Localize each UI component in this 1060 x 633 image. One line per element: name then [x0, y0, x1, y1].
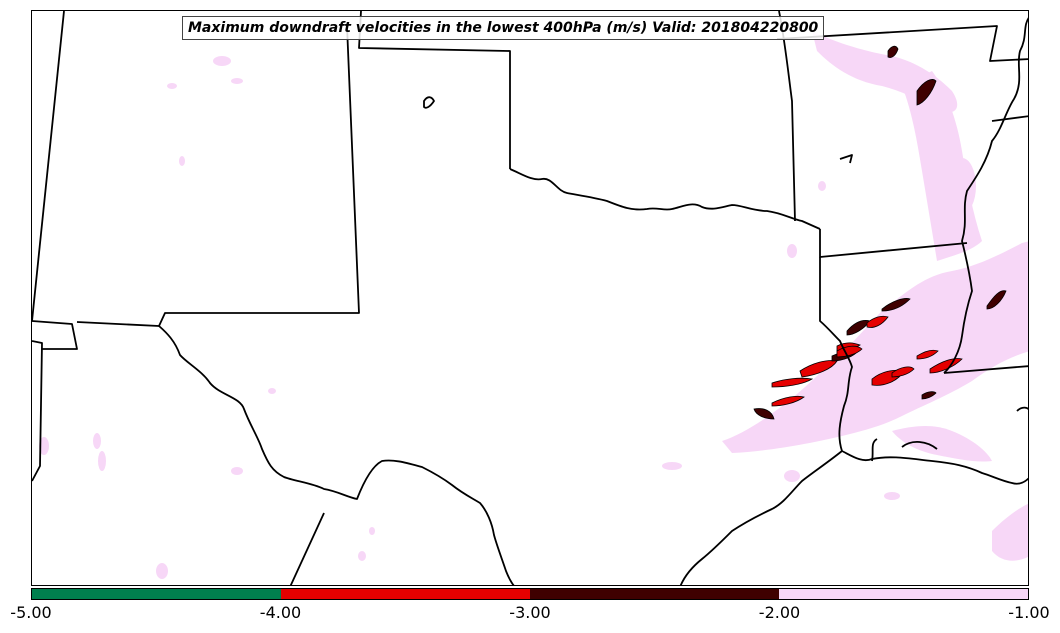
boundary-line	[901, 441, 938, 450]
boundary-line	[776, 25, 1028, 62]
pink-spot	[358, 551, 366, 561]
pink-spot	[39, 437, 49, 455]
colorbar-bin	[530, 589, 779, 599]
downdraft-cell	[916, 79, 937, 106]
boundary-line	[32, 320, 78, 350]
downdraft-cell	[929, 358, 963, 374]
downdraft-cell	[891, 366, 915, 378]
pink-spot	[213, 56, 231, 66]
downdraft-cell	[771, 395, 805, 407]
downdraft-cell	[753, 408, 775, 420]
pink-spot	[156, 563, 168, 579]
downdraft-cell	[921, 391, 937, 400]
pink-area-north-arkansas	[812, 31, 958, 113]
boundary-line	[839, 154, 853, 164]
boundary-line	[289, 512, 325, 585]
boundary-line	[509, 168, 821, 230]
pink-area-se-corner	[992, 503, 1028, 561]
boundary-line	[819, 257, 853, 452]
pink-spot	[884, 492, 900, 500]
pink-spot	[818, 181, 826, 191]
pink-area-east-texas	[722, 241, 1028, 453]
boundary-line	[32, 340, 43, 482]
boundary-line	[679, 450, 843, 585]
map-title: Maximum downdraft velocities in the lowe…	[182, 16, 825, 40]
boundary-line	[1016, 406, 1028, 412]
downdraft-cell	[866, 315, 889, 328]
downdraft-cell	[881, 298, 911, 312]
boundary-line	[423, 96, 435, 109]
boundary-line	[778, 11, 796, 222]
pink-spot	[98, 451, 106, 471]
pink-spot	[369, 527, 375, 535]
downdraft-cell	[887, 45, 899, 58]
boundary-line	[32, 11, 65, 322]
colorbar-tick-label: -3.00	[509, 603, 551, 622]
pink-spot	[787, 244, 797, 258]
pink-spot	[662, 462, 682, 470]
boundary-line	[158, 325, 515, 585]
colorbar-bin	[32, 589, 281, 599]
colorbar-bin	[779, 589, 1028, 599]
boundary-line	[871, 438, 878, 462]
pink-spot	[231, 78, 243, 84]
map-area	[31, 10, 1029, 586]
downdraft-cell	[771, 377, 814, 388]
pink-spot	[93, 433, 101, 449]
pink-spot	[268, 388, 276, 394]
colorbar-tick-label: -2.00	[758, 603, 801, 622]
pink-spot	[948, 158, 976, 214]
colorbar-tick-label: -1.00	[1008, 603, 1050, 622]
boundary-line	[991, 115, 1028, 122]
state-boundaries	[32, 11, 1028, 585]
pink-spot	[784, 470, 800, 482]
colorbar-tick-label: -4.00	[259, 603, 302, 622]
downdraft-cells	[753, 45, 1007, 420]
pink-spot	[231, 467, 243, 475]
pink-spot	[167, 83, 177, 89]
colorbar-tick-label: -5.00	[10, 603, 52, 622]
boundary-line	[76, 25, 360, 327]
colorbar	[31, 588, 1029, 600]
boundary-line	[841, 450, 1028, 485]
pink-spot	[179, 156, 185, 166]
boundary-line	[943, 17, 1028, 374]
pink-spot	[1000, 275, 1024, 287]
downdraft-cell	[916, 349, 939, 360]
downdraft-cell	[986, 290, 1007, 310]
pink-area-gulf-coast	[892, 426, 992, 462]
boundary-line	[943, 365, 1028, 374]
map-canvas	[32, 11, 1028, 585]
downdraft-field-light	[39, 31, 1028, 579]
colorbar-bin	[281, 589, 530, 599]
